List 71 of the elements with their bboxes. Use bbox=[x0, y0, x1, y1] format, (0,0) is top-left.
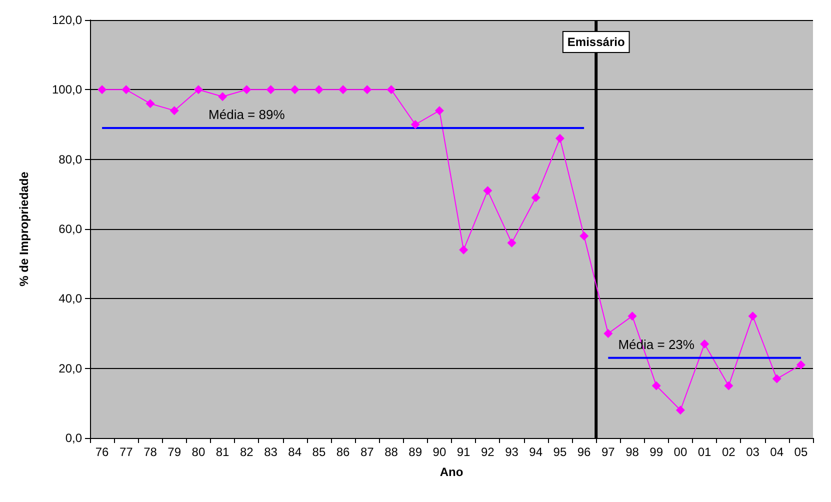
x-tick-label: 05 bbox=[794, 445, 808, 459]
x-tick-label: 79 bbox=[168, 445, 182, 459]
x-tick-label: 04 bbox=[770, 445, 784, 459]
y-tick-label: 0,0 bbox=[65, 431, 82, 445]
point bbox=[266, 85, 276, 94]
x-axis-title: Ano bbox=[440, 465, 464, 479]
point bbox=[338, 85, 348, 94]
point bbox=[218, 92, 228, 102]
x-tick-label: 81 bbox=[216, 445, 230, 459]
x-tick-label: 98 bbox=[626, 445, 640, 459]
x-tick-label: 77 bbox=[119, 445, 134, 459]
x-tick-label: 97 bbox=[601, 445, 616, 459]
point bbox=[604, 329, 613, 338]
point bbox=[700, 339, 710, 348]
x-tick-label: 95 bbox=[553, 445, 567, 459]
point bbox=[170, 106, 179, 116]
x-tick-label: 96 bbox=[577, 445, 592, 459]
ref-line-label: Emissário bbox=[567, 35, 625, 49]
point bbox=[314, 85, 324, 94]
point bbox=[98, 85, 107, 94]
x-tick-label: 86 bbox=[336, 445, 350, 459]
point bbox=[290, 85, 300, 94]
x-tick-label: 93 bbox=[505, 445, 519, 459]
x-tick-label: 02 bbox=[722, 445, 736, 459]
point bbox=[483, 186, 492, 196]
x-tick-label: 01 bbox=[698, 445, 712, 459]
point bbox=[459, 245, 468, 254]
x-tick-label: 83 bbox=[264, 445, 278, 459]
point bbox=[386, 85, 396, 94]
point bbox=[796, 360, 806, 370]
point bbox=[242, 85, 252, 94]
x-tick-label: 76 bbox=[95, 445, 110, 459]
point bbox=[122, 85, 131, 94]
x-tick-label: 84 bbox=[288, 445, 302, 459]
point bbox=[555, 134, 564, 143]
y-tick-label: 100,0 bbox=[52, 82, 82, 97]
point bbox=[434, 106, 444, 116]
y-tick-label: 20,0 bbox=[58, 361, 82, 376]
x-tick-label: 78 bbox=[144, 445, 158, 459]
x-tick-label: 87 bbox=[360, 445, 374, 459]
point bbox=[628, 312, 637, 321]
point bbox=[362, 85, 372, 94]
x-tick-label: 90 bbox=[432, 445, 446, 459]
point bbox=[652, 381, 661, 390]
point bbox=[772, 374, 782, 384]
point bbox=[194, 85, 203, 94]
y-axis-title: % de Impropriedade bbox=[17, 171, 31, 286]
y-tick-label: 80,0 bbox=[58, 152, 82, 166]
x-tick-label: 80 bbox=[192, 445, 206, 459]
x-tick-label: 00 bbox=[674, 445, 688, 459]
x-tick-label: 85 bbox=[312, 445, 326, 459]
point bbox=[507, 238, 516, 248]
y-tick-label: 120,0 bbox=[52, 13, 82, 27]
annotation: Média = 89% bbox=[208, 106, 286, 122]
point bbox=[580, 231, 589, 240]
x-tick-label: 89 bbox=[408, 445, 422, 459]
x-tick-label: 03 bbox=[746, 445, 760, 459]
x-tick-label: 82 bbox=[240, 445, 254, 459]
x-tick-label: 94 bbox=[529, 445, 543, 459]
y-tick-label: 60,0 bbox=[58, 222, 82, 236]
x-tick-label: 88 bbox=[384, 445, 398, 459]
point bbox=[531, 193, 540, 202]
point bbox=[676, 406, 685, 415]
point bbox=[410, 120, 420, 129]
y-tick-label: 40,0 bbox=[58, 292, 82, 306]
x-tick-label: 91 bbox=[456, 445, 471, 459]
point bbox=[724, 381, 734, 390]
point bbox=[146, 99, 155, 108]
x-tick-label: 99 bbox=[650, 445, 664, 459]
x-tick-label: 92 bbox=[480, 445, 495, 459]
point bbox=[748, 312, 758, 321]
